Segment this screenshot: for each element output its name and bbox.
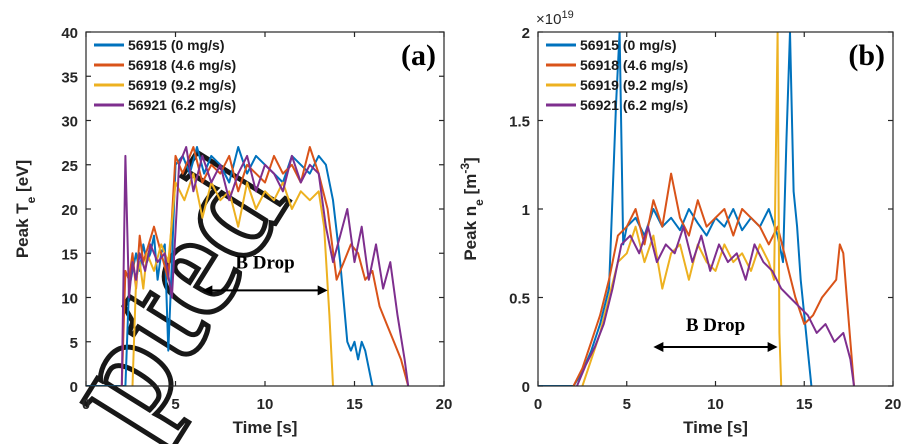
legend-entry: 56921 (6.2 mg/s) bbox=[128, 97, 236, 113]
x-tick-label: 20 bbox=[885, 396, 902, 413]
b-drop-arrow-head-right bbox=[767, 342, 778, 353]
legend-entry: 56918 (4.6 mg/s) bbox=[128, 57, 236, 73]
y-axis-label: Peak Te [eV] bbox=[13, 160, 38, 258]
legend-entry: 56919 (9.2 mg/s) bbox=[128, 77, 236, 93]
y-tick-label: 0.5 bbox=[509, 291, 530, 308]
y-tick-label: 30 bbox=[61, 114, 78, 131]
legend-entry: 56918 (4.6 mg/s) bbox=[580, 57, 688, 73]
x-tick-label: 20 bbox=[436, 396, 453, 413]
x-tick-label: 0 bbox=[82, 396, 90, 413]
legend: 56915 (0 mg/s) 56918 (4.6 mg/s) 56919 (9.2… bbox=[94, 37, 236, 113]
panel-b-density-chart: 0 5 10 15 20 0 0.5 1 1.5 2 Time [s] Peak ne [m-3] ×1… bbox=[458, 9, 901, 437]
x-tick-label: 5 bbox=[171, 396, 179, 413]
b-drop-arrow-head-left bbox=[202, 285, 213, 296]
x-tick-label: 0 bbox=[534, 396, 542, 413]
y-tick-label: 1 bbox=[522, 202, 530, 219]
y-tick-label: 10 bbox=[61, 291, 78, 308]
b-drop-annotation: B Drop bbox=[235, 252, 294, 273]
x-tick-label: 10 bbox=[707, 396, 724, 413]
y-tick-label: 0 bbox=[522, 379, 530, 396]
b-drop-annotation: B Drop bbox=[686, 315, 745, 336]
x-tick-label: 15 bbox=[796, 396, 813, 413]
panel-a-temperature-chart: 0 5 10 15 20 0 5 10 15 20 25 30 35 40 Time [s] Peak Te … bbox=[13, 25, 452, 437]
series-line-4 bbox=[120, 146, 410, 386]
x-axis-label: Time [s] bbox=[233, 418, 298, 437]
panel-label: (a) bbox=[401, 39, 436, 72]
series-line-4 bbox=[576, 225, 855, 386]
series-group bbox=[538, 32, 855, 386]
y-tick-label: 40 bbox=[61, 25, 78, 42]
y-tick-label: 1.5 bbox=[509, 114, 530, 131]
y-tick-label: 5 bbox=[70, 335, 78, 352]
y-tick-label: 20 bbox=[61, 202, 78, 219]
x-tick-label: 5 bbox=[623, 396, 631, 413]
y-tick-label: 15 bbox=[61, 246, 78, 263]
x-tick-label: 15 bbox=[346, 396, 363, 413]
series-line-2 bbox=[572, 172, 855, 386]
legend-entry: 56915 (0 mg/s) bbox=[580, 37, 677, 53]
y-exponent-label: ×1019 bbox=[536, 9, 574, 28]
y-tick-label: 35 bbox=[61, 69, 78, 86]
series-group bbox=[86, 146, 410, 386]
legend: 56915 (0 mg/s) 56918 (4.6 mg/s) 56919 (9.2… bbox=[546, 37, 688, 113]
legend-entry: 56915 (0 mg/s) bbox=[128, 37, 225, 53]
y-axis-label: Peak ne [m-3] bbox=[458, 157, 486, 260]
x-axis-label: Time [s] bbox=[683, 418, 748, 437]
y-tick-label: 0 bbox=[70, 379, 78, 396]
y-tick-label: 2 bbox=[522, 25, 530, 42]
y-tick-label: 25 bbox=[61, 158, 78, 175]
series-line-1 bbox=[538, 32, 813, 386]
b-drop-arrow-head-left bbox=[653, 342, 664, 353]
series-line-3 bbox=[131, 172, 334, 386]
legend-entry: 56921 (6.2 mg/s) bbox=[580, 97, 688, 113]
legend-entry: 56919 (9.2 mg/s) bbox=[580, 77, 688, 93]
x-tick-label: 10 bbox=[257, 396, 274, 413]
b-drop-arrow-head-right bbox=[317, 285, 328, 296]
panel-label: (b) bbox=[848, 39, 885, 72]
